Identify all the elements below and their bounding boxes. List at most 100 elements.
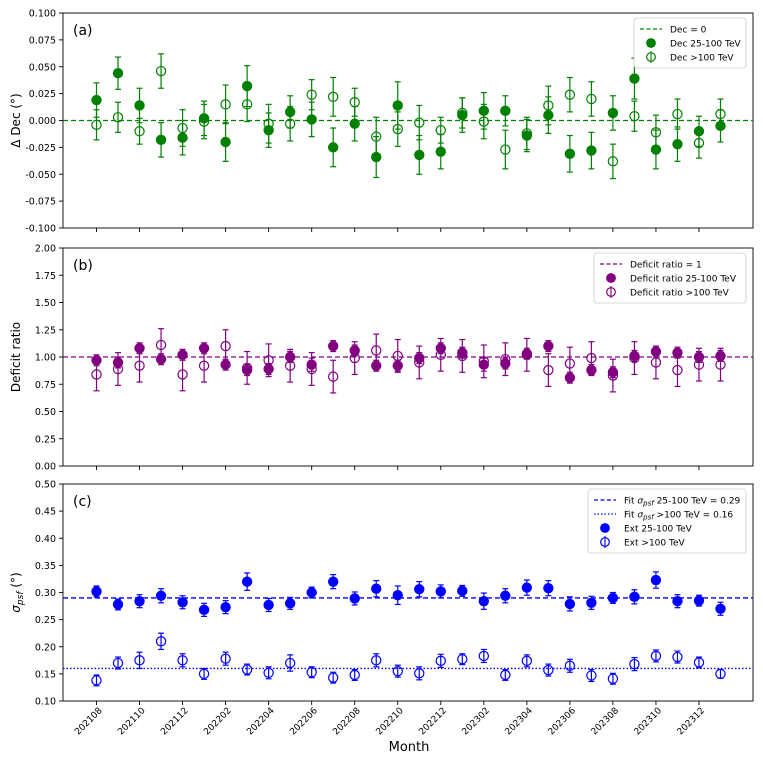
legend-label: Deficit ratio >100 TeV (630, 288, 730, 298)
data-point (458, 586, 467, 595)
x-tick-label: 202310 (633, 706, 665, 738)
data-point (694, 596, 703, 605)
data-point (92, 587, 101, 596)
y-tick-label: 1.25 (35, 325, 56, 336)
data-point (587, 146, 596, 155)
y-tick-label: 0.25 (35, 434, 56, 445)
legend-label: Fit σpsf 25-100 TeV = 0.29 (624, 496, 741, 507)
data-point (716, 604, 725, 613)
y-tick-label: -0.050 (25, 170, 56, 181)
legend-marker (607, 274, 616, 283)
y-tick-label: 2.00 (35, 244, 56, 255)
legend-label: Fit σpsf >100 TeV = 0.16 (624, 510, 733, 521)
legend-label: Dec >100 TeV (670, 53, 734, 63)
y-tick-label: 0.75 (35, 380, 56, 391)
y-tick-label: 0.40 (35, 534, 56, 545)
panel-b: 0.000.250.500.751.001.251.501.752.00Defi… (9, 244, 753, 473)
data-point (329, 342, 338, 351)
data-point (113, 600, 122, 609)
data-point (630, 74, 639, 83)
y-tick-label: 1.75 (35, 271, 56, 282)
data-point (608, 593, 617, 602)
x-tick-label: 202110 (116, 706, 148, 738)
panel-label: (a) (73, 23, 93, 39)
data-point (393, 591, 402, 600)
data-point (651, 575, 660, 584)
data-point (673, 597, 682, 606)
y-axis-label: Deficit ratio (9, 322, 23, 392)
data-point (286, 599, 295, 608)
y-tick-label: 0.30 (35, 588, 56, 599)
data-point (544, 342, 553, 351)
data-point (673, 140, 682, 149)
y-tick-label: -0.025 (25, 143, 56, 154)
data-point (221, 137, 230, 146)
data-point (415, 150, 424, 159)
x-tick-label: 202302 (461, 706, 492, 737)
data-point (501, 106, 510, 115)
y-tick-label: 0.50 (35, 480, 56, 491)
data-point (587, 598, 596, 607)
data-point (92, 95, 101, 104)
data-point (156, 135, 165, 144)
y-tick-label: 0.15 (35, 669, 56, 680)
legend-marker (601, 524, 610, 533)
legend: Dec = 0 Dec 25-100 TeV Dec >100 TeV (634, 18, 746, 68)
x-tick-label: 202212 (418, 706, 449, 737)
y-tick-label: 0.025 (29, 89, 56, 100)
figure: Month -0.100-0.075-0.050-0.0250.0000.025… (0, 0, 763, 763)
panel-label: (b) (73, 258, 93, 274)
data-point (436, 147, 445, 156)
data-point (199, 605, 208, 614)
data-point (372, 584, 381, 593)
y-tick-label: 0.25 (35, 615, 56, 626)
y-axis-label: Δ Dec (°) (9, 93, 23, 147)
x-tick-label: 202108 (73, 706, 105, 738)
data-point (415, 585, 424, 594)
data-point (113, 69, 122, 78)
y-tick-label: 0.000 (29, 116, 56, 127)
data-point (565, 599, 574, 608)
legend-label: Ext 25-100 TeV (624, 524, 693, 534)
y-tick-label: 1.50 (35, 298, 56, 309)
data-point (565, 149, 574, 158)
data-point (630, 592, 639, 601)
x-tick-label: 202306 (547, 706, 579, 738)
panel-a: -0.100-0.075-0.050-0.0250.0000.0250.0500… (9, 9, 753, 235)
data-point (135, 101, 144, 110)
y-tick-label: 0.050 (29, 62, 56, 73)
y-tick-label: 0.20 (35, 642, 56, 653)
y-tick-label: 0.45 (35, 507, 56, 518)
data-point (156, 591, 165, 600)
x-tick-label: 202206 (288, 706, 320, 738)
data-point (178, 598, 187, 607)
y-tick-label: -0.100 (25, 224, 56, 235)
legend-label: Dec 25-100 TeV (670, 39, 742, 49)
y-axis-label: σpsf (°) (9, 572, 26, 612)
data-point (243, 577, 252, 586)
legend-label: Dec = 0 (670, 25, 707, 35)
y-tick-label: -0.075 (25, 197, 56, 208)
x-tick-label: 202204 (245, 706, 277, 738)
data-point (135, 597, 144, 606)
data-point (329, 577, 338, 586)
data-point (501, 591, 510, 600)
legend: Deficit ratio = 1 Deficit ratio 25-100 Te… (594, 253, 746, 303)
panel-c: 0.10 0.15 0.20 0.25 0.30 0.35 0.40 0.45 0.50 2021… (9, 480, 753, 738)
x-tick-label: 202312 (676, 706, 707, 737)
legend-label: Ext >100 TeV (624, 538, 685, 548)
legend: Fit σpsf 25-100 TeV = 0.29 Fit σpsf >100 … (588, 489, 746, 553)
x-tick-label: 202308 (590, 706, 622, 738)
data-point (307, 115, 316, 124)
data-point (350, 119, 359, 128)
data-point (264, 600, 273, 609)
y-tick-label: 0.50 (35, 407, 56, 418)
data-point (329, 143, 338, 152)
panel-label: (c) (73, 494, 92, 510)
data-point (307, 588, 316, 597)
legend-label: Deficit ratio = 1 (630, 260, 702, 270)
data-point (393, 101, 402, 110)
x-tick-label: 202304 (504, 706, 536, 738)
data-point (436, 587, 445, 596)
x-tick-label: 202202 (202, 706, 233, 737)
